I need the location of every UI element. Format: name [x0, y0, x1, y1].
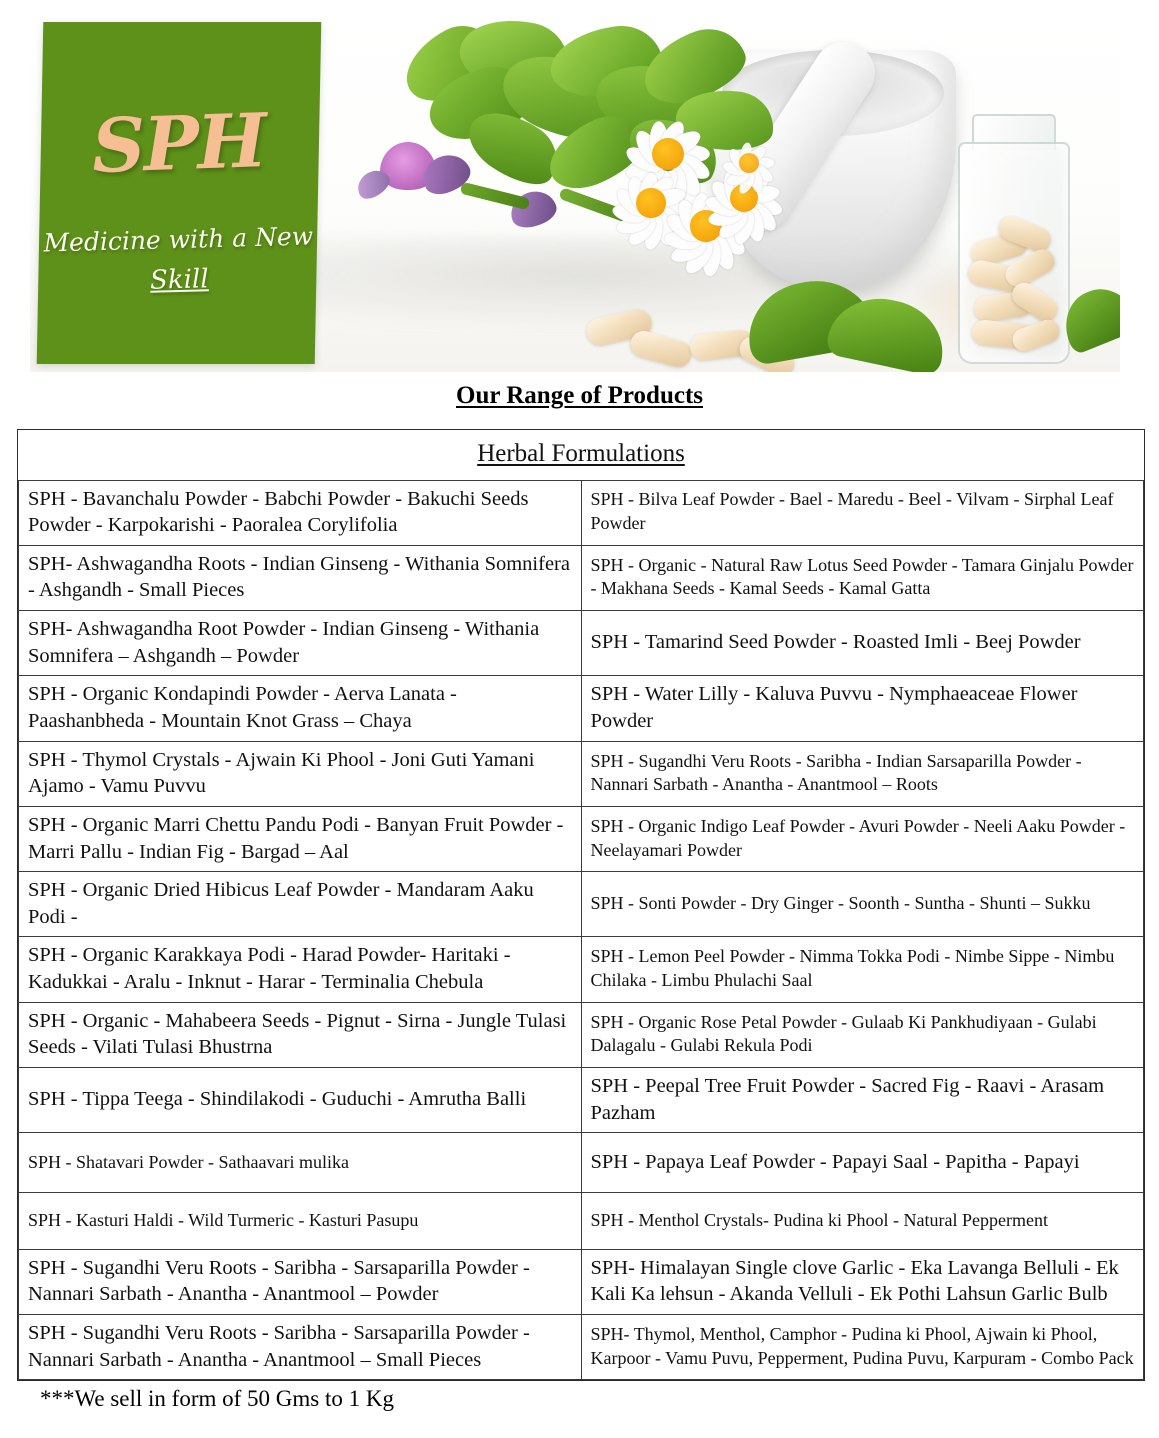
- table-row: SPH - Organic Kondapindi Powder - Aerva …: [18, 675, 1144, 742]
- table-row: SPH - Kasturi Haldi - Wild Turmeric - Ka…: [18, 1191, 1144, 1250]
- table-row: SPH - Organic Karakkaya Podi - Harad Pow…: [18, 936, 1144, 1003]
- product-cell: SPH - Lemon Peel Powder - Nimma Tokka Po…: [580, 936, 1144, 1003]
- capsule-icon: [1007, 278, 1063, 326]
- product-cell: SPH - Menthol Crystals- Pudina ki Phool …: [580, 1191, 1144, 1250]
- table-header-cell: Herbal Formulations: [18, 430, 1144, 481]
- table-row: SPH - Sugandhi Veru Roots - Saribha - Sa…: [18, 1313, 1144, 1381]
- table-row: SPH - Sugandhi Veru Roots - Saribha - Sa…: [18, 1248, 1144, 1315]
- daisy-flower-icon: [720, 134, 778, 197]
- product-cell: SPH- Thymol, Menthol, Camphor - Pudina k…: [580, 1313, 1144, 1381]
- table-row: SPH - Shatavari Powder - Sathaavari muli…: [18, 1132, 1144, 1193]
- product-cell: SPH- Ashwagandha Roots - Indian Ginseng …: [18, 544, 582, 612]
- product-cell: SPH - Tamarind Seed Powder - Roasted Iml…: [580, 610, 1144, 677]
- product-cell: SPH - Kasturi Haldi - Wild Turmeric - Ka…: [18, 1191, 582, 1250]
- capsule-bottle-icon: [958, 142, 1070, 364]
- product-cell: SPH- Ashwagandha Root Powder - Indian Gi…: [18, 610, 582, 677]
- table-row: SPH- Ashwagandha Root Powder - Indian Gi…: [18, 610, 1144, 677]
- product-cell: SPH - Organic Kondapindi Powder - Aerva …: [18, 675, 582, 742]
- product-cell: SPH - Water Lilly - Kaluva Puvvu - Nymph…: [580, 675, 1144, 742]
- stem-icon: [459, 181, 531, 211]
- product-cell: SPH - Organic Marri Chettu Pandu Podi - …: [18, 805, 582, 873]
- product-cell: SPH - Bilva Leaf Powder - Bael - Maredu …: [580, 479, 1144, 546]
- product-cell: SPH - Sugandhi Veru Roots - Saribha - Sa…: [18, 1248, 582, 1315]
- product-cell: SPH - Organic Karakkaya Podi - Harad Pow…: [18, 936, 582, 1003]
- table-row: SPH - Tippa Teega - Shindilakodi - Guduc…: [18, 1067, 1144, 1134]
- products-table: Herbal Formulations SPH - Bavanchalu Pow…: [17, 429, 1145, 1382]
- table-row: SPH- Ashwagandha Roots - Indian Ginseng …: [18, 544, 1144, 612]
- brand-logo-text: SPH: [91, 98, 267, 191]
- product-cell: SPH - Organic Rose Petal Powder - Gulaab…: [580, 1001, 1144, 1069]
- table-row: SPH - Thymol Crystals - Ajwain Ki Phool …: [18, 740, 1144, 807]
- product-cell: SPH - Organic - Natural Raw Lotus Seed P…: [580, 544, 1144, 612]
- capsule-icon: [1009, 316, 1063, 355]
- product-cell: SPH - Papaya Leaf Powder - Papayi Saal -…: [580, 1132, 1144, 1193]
- brand-tagline-line2: Skill: [149, 264, 210, 296]
- product-cell: SPH- Himalayan Single clove Garlic - Eka…: [580, 1248, 1144, 1315]
- product-cell: SPH - Organic Dried Hibicus Leaf Powder …: [18, 871, 582, 938]
- table-header-label: Herbal Formulations: [477, 440, 685, 467]
- daisy-flower-icon: [620, 106, 716, 209]
- product-cell: SPH - Peepal Tree Fruit Powder - Sacred …: [580, 1067, 1144, 1134]
- footnote-text: ***We sell in form of 50 Gms to 1 Kg: [40, 1386, 394, 1411]
- product-cell: SPH - Shatavari Powder - Sathaavari muli…: [18, 1132, 582, 1193]
- product-cell: SPH - Tippa Teega - Shindilakodi - Guduc…: [18, 1067, 582, 1134]
- table-row: SPH - Organic - Mahabeera Seeds - Pignut…: [18, 1001, 1144, 1069]
- capsule-icon: [627, 327, 695, 371]
- brand-logo-panel: SPH Medicine with a New Skill: [36, 22, 322, 364]
- brand-banner: SPH Medicine with a New Skill: [30, 14, 1120, 372]
- product-cell: SPH - Organic - Mahabeera Seeds - Pignut…: [18, 1001, 582, 1069]
- product-cell: SPH - Organic Indigo Leaf Powder - Avuri…: [580, 805, 1144, 873]
- page-title: Our Range of Products: [456, 382, 703, 409]
- table-header-row: Herbal Formulations: [18, 430, 1144, 481]
- product-cell: SPH - Sonti Powder - Dry Ginger - Soonth…: [580, 871, 1144, 938]
- table-row: SPH - Organic Dried Hibicus Leaf Powder …: [18, 871, 1144, 938]
- table-row: SPH - Organic Marri Chettu Pandu Podi - …: [18, 805, 1144, 873]
- daisy-flower-icon: [608, 160, 694, 252]
- lavender-flower-icon: [505, 185, 561, 233]
- product-cell: SPH - Sugandhi Veru Roots - Saribha - Sa…: [18, 1313, 582, 1381]
- product-cell: SPH - Thymol Crystals - Ajwain Ki Phool …: [18, 740, 582, 807]
- brand-tagline: Medicine with a New Skill: [43, 218, 315, 304]
- table-row: SPH - Bavanchalu Powder - Babchi Powder …: [18, 479, 1144, 546]
- brand-tagline-line1: Medicine with a New: [43, 221, 314, 259]
- product-cell: SPH - Sugandhi Veru Roots - Saribha - In…: [580, 740, 1144, 807]
- product-cell: SPH - Bavanchalu Powder - Babchi Powder …: [18, 479, 582, 546]
